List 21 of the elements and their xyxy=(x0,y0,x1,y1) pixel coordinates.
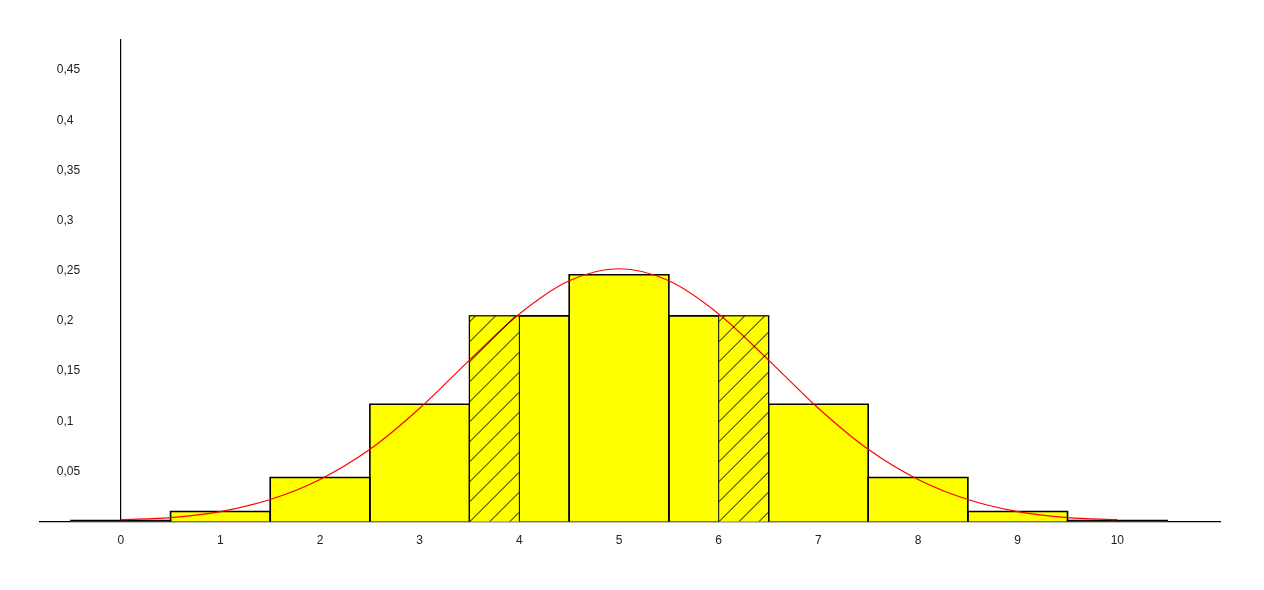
x-tick-label: 7 xyxy=(815,533,823,548)
y-tick-label: 0,35 xyxy=(56,162,81,177)
x-tick-label: 3 xyxy=(416,533,424,548)
y-tick-label: 0,15 xyxy=(56,363,81,378)
y-tick-label: 0,2 xyxy=(56,313,74,328)
x-tick-label: 4 xyxy=(516,533,524,548)
x-tick-label: 8 xyxy=(914,533,922,548)
x-tick-label: 5 xyxy=(615,533,623,548)
x-tick-label: 10 xyxy=(1110,533,1125,548)
y-tick-label: 0,05 xyxy=(56,463,81,478)
x-tick-label: 6 xyxy=(715,533,723,548)
line-series xyxy=(120,268,1118,521)
y-tick-label: 0,45 xyxy=(56,62,81,77)
y-tick-label: 0,4 xyxy=(56,112,74,127)
y-tick-label: 0,3 xyxy=(56,212,74,227)
x-tick-label: 1 xyxy=(217,533,225,548)
x-tick-label: 2 xyxy=(316,533,324,548)
x-tick-label: 0 xyxy=(117,533,125,548)
y-tick-label: 0,25 xyxy=(56,263,81,278)
x-tick-label: 9 xyxy=(1014,533,1022,548)
y-tick-label: 0,1 xyxy=(56,413,74,428)
